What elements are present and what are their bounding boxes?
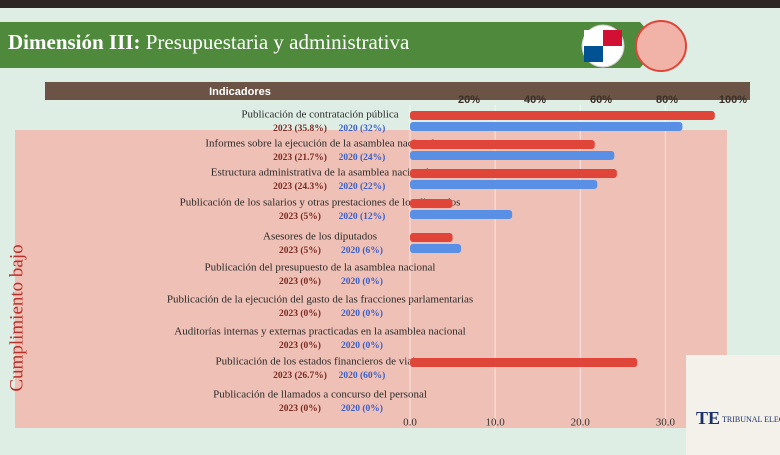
x-tick-label: 30.0: [656, 417, 676, 429]
bar: [410, 151, 615, 160]
value-label: 2023 (21.7%): [273, 152, 327, 163]
flag-part: [603, 30, 622, 46]
logo-banner: [686, 355, 780, 455]
header-bar: [45, 82, 750, 100]
value-label: 2023 (0%): [279, 340, 321, 351]
x2-tick-label: 100%: [719, 94, 747, 106]
title: Dimensión III: Presupuestaria y administ…: [8, 30, 410, 54]
category-label: Publicación de la ejecución del gasto de…: [167, 294, 473, 306]
value-label: 2020 (0%): [341, 308, 383, 319]
value-label: 2020 (0%): [341, 403, 383, 414]
value-label: 2020 (24%): [339, 152, 386, 163]
value-label: 2020 (12%): [339, 211, 386, 222]
value-label: 2023 (0%): [279, 308, 321, 319]
bar: [410, 244, 462, 253]
emblem: [635, 20, 687, 72]
value-label: 2023 (24.3%): [273, 181, 327, 192]
x-tick-label: 20.0: [571, 417, 591, 429]
bar: [410, 233, 453, 242]
value-label: 2020 (0%): [341, 340, 383, 351]
bar: [410, 111, 715, 120]
bar: [410, 358, 638, 367]
value-label: 2023 (5%): [279, 211, 321, 222]
x2-tick-label: 80%: [656, 94, 678, 106]
value-label: 2023 (5%): [279, 245, 321, 256]
bar: [410, 122, 683, 131]
logo-mark: TE: [696, 408, 720, 428]
value-label: 2020 (22%): [339, 181, 386, 192]
title-banner: [0, 22, 660, 68]
title-rest: Presupuestaria y administrativa: [146, 30, 410, 54]
bar: [410, 199, 453, 208]
category-label: Publicación de los salarios y otras pres…: [180, 197, 461, 209]
value-label: 2023 (0%): [279, 276, 321, 287]
x-tick-label: 10.0: [486, 417, 506, 429]
category-label: Publicación de llamados a concurso del p…: [213, 389, 427, 401]
value-label: 2020 (0%): [341, 276, 383, 287]
title-bold: Dimensión III:: [8, 30, 140, 54]
x2-tick-label: 60%: [590, 94, 612, 106]
bar: [410, 210, 513, 219]
category-label: Estructura administrativa de la asamblea…: [211, 167, 429, 179]
category-label: Publicación del presupuesto de la asambl…: [205, 262, 436, 274]
bar: [410, 140, 595, 149]
flag-part: [584, 46, 603, 62]
category-label: Asesores de los diputados: [263, 231, 377, 243]
bar: [410, 180, 598, 189]
category-label: Publicación de contratación pública: [241, 109, 398, 121]
category-label: Publicación de los estados financieros d…: [216, 356, 425, 368]
category-label: Informes sobre la ejecución de la asambl…: [205, 138, 434, 150]
value-label: 2020 (60%): [339, 370, 386, 381]
header: Indicadores: [209, 86, 271, 98]
value-label: 2020 (32%): [339, 123, 386, 134]
x-tick-label: 0.0: [403, 417, 417, 429]
x2-tick-label: 40%: [524, 94, 546, 106]
side-label: Cumplimiento bajo: [6, 244, 27, 391]
low-compliance-zone: [15, 130, 727, 428]
bar: [410, 169, 617, 178]
category-label: Auditorías internas y externas practicad…: [174, 326, 465, 338]
value-label: 2020 (6%): [341, 245, 383, 256]
value-label: 2023 (0%): [279, 403, 321, 414]
logo-text: TRIBUNAL ELECTORAL: [722, 415, 780, 424]
value-label: 2023 (35.8%): [273, 123, 327, 134]
x2-tick-label: 20%: [458, 94, 480, 106]
flag-part: [584, 30, 603, 46]
value-label: 2023 (26.7%): [273, 370, 327, 381]
